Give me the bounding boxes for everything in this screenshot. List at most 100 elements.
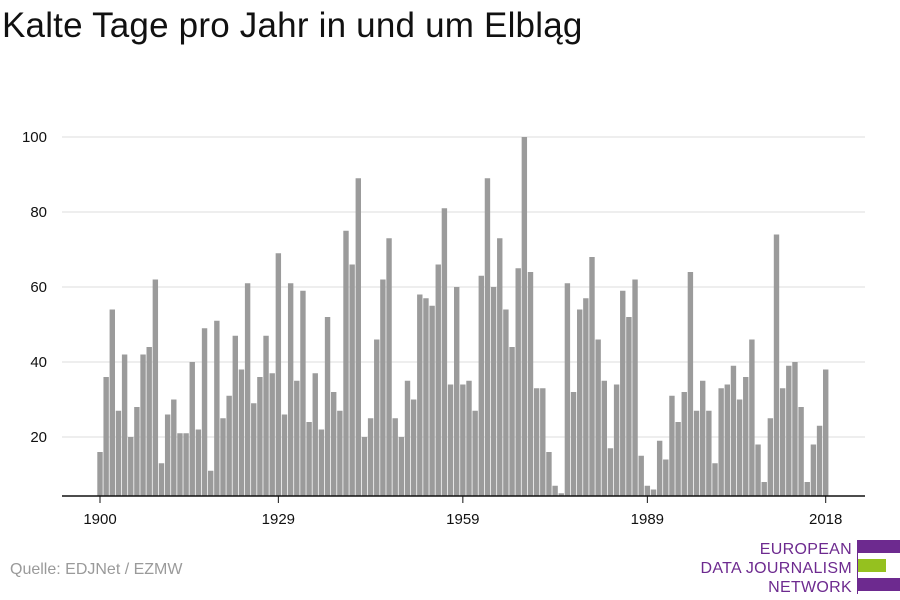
bar-1978	[577, 309, 583, 496]
bar-1994	[675, 422, 681, 496]
bar-2002	[724, 384, 730, 496]
bar-1941	[349, 264, 355, 496]
bar-2001	[718, 388, 724, 496]
bar-2006	[749, 339, 755, 496]
bar-1936	[318, 429, 325, 496]
bar-1938	[331, 392, 337, 496]
bar-1903	[115, 410, 122, 496]
x-tick-label: 1989	[631, 511, 664, 528]
bar-1967	[509, 347, 515, 496]
bar-1944	[367, 418, 374, 496]
bar-1981	[595, 339, 601, 496]
bar-1929	[275, 253, 282, 496]
bar-1965	[497, 238, 503, 496]
bar-2011	[779, 388, 786, 496]
bar-1966	[503, 309, 509, 496]
bar-1923	[238, 369, 245, 496]
bar-1918	[208, 470, 214, 496]
x-axis-ticks: 1900 1929 1959 1989 2018	[83, 496, 842, 528]
bar-1988	[638, 455, 644, 496]
bar-1910	[158, 463, 165, 496]
bar-1974	[552, 485, 558, 496]
bar-1913	[177, 433, 183, 496]
x-tick-label: 1900	[83, 511, 116, 528]
bar-1968	[515, 268, 521, 496]
bar-2007	[755, 444, 761, 496]
bar-2004	[736, 399, 743, 496]
bar-1963	[484, 178, 491, 496]
bar-1948	[392, 418, 398, 496]
bar-1997	[693, 410, 700, 496]
y-tick-label: 60	[30, 279, 47, 296]
logo-bar-top	[858, 540, 900, 553]
logo-divider	[857, 540, 858, 594]
bar-2016	[810, 444, 817, 496]
bar-1930	[281, 414, 288, 496]
bar-1983	[607, 448, 614, 496]
bar-1961	[472, 410, 478, 496]
bar-1922	[232, 335, 238, 496]
bar-1953	[423, 298, 429, 496]
bar-1955	[435, 264, 441, 496]
x-tick-label: 1929	[262, 511, 295, 528]
bar-1957	[447, 384, 454, 496]
bar-2013	[792, 362, 798, 496]
bar-1921	[226, 395, 232, 496]
bar-1995	[681, 392, 687, 496]
bar-1914	[183, 433, 189, 496]
bar-1958	[454, 287, 460, 496]
bar-1924	[244, 283, 251, 496]
bar-1987	[632, 279, 638, 496]
bar-1937	[324, 317, 331, 496]
bar-1952	[417, 294, 423, 496]
bar-1908	[146, 347, 152, 496]
bar-1935	[312, 373, 318, 496]
edjnet-logo: EUROPEAN DATA JOURNALISM NETWORK	[600, 540, 900, 597]
y-tick-label: 80	[30, 204, 47, 221]
bar-1920	[220, 418, 226, 496]
bar-1973	[546, 452, 552, 496]
bar-1992	[663, 459, 669, 496]
bar-1912	[171, 399, 177, 496]
bar-1980	[589, 257, 595, 496]
bar-1904	[121, 354, 128, 496]
x-tick-label: 1959	[446, 511, 479, 528]
bar-1979	[583, 298, 589, 496]
y-tick-label: 20	[30, 429, 47, 446]
logo-bar-bottom	[858, 578, 900, 591]
bar-1960	[466, 380, 472, 496]
logo-bar-middle	[858, 559, 886, 572]
y-tick-label: 40	[30, 354, 47, 371]
bar-1950	[404, 380, 411, 496]
logo-line: EUROPEAN	[759, 541, 852, 558]
bar-1990	[650, 489, 657, 496]
bar-1943	[361, 437, 368, 496]
bar-1919	[214, 320, 220, 496]
bar-2005	[743, 377, 749, 496]
bar-1934	[306, 422, 312, 496]
bar-1956	[441, 208, 448, 496]
y-axis-ticks: 20 40 60 80 100	[22, 129, 47, 446]
bar-1986	[626, 317, 632, 496]
bar-1902	[109, 309, 115, 496]
bar-1962	[478, 275, 484, 496]
bar-1970	[527, 272, 534, 496]
bar-2018	[823, 369, 829, 496]
bar-1972	[540, 388, 546, 496]
source-note: Quelle: EDJNet / EZMW	[10, 561, 183, 578]
bar-1900	[97, 452, 103, 496]
bar-1926	[257, 377, 263, 496]
bars	[97, 137, 829, 496]
bar-1917	[201, 328, 208, 496]
logo-text: EUROPEAN DATA JOURNALISM NETWORK	[701, 540, 852, 597]
bar-2008	[761, 482, 767, 496]
bar-1932	[294, 380, 300, 496]
bar-1985	[620, 290, 626, 496]
bar-1942	[355, 178, 361, 496]
bar-1928	[269, 373, 275, 496]
bar-1945	[374, 339, 380, 496]
bar-1907	[140, 354, 146, 496]
bar-1991	[656, 440, 663, 496]
bar-1931	[287, 283, 294, 496]
